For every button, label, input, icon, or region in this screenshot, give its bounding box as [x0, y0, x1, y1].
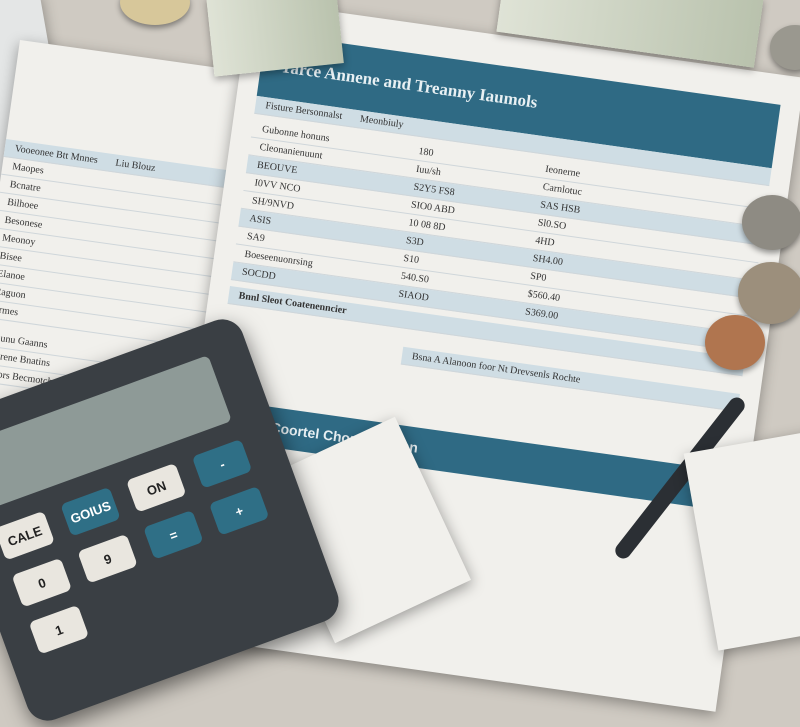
- calculator-key[interactable]: 9: [77, 533, 138, 584]
- header-label: Liu Blouz: [114, 157, 157, 175]
- coin: [120, 0, 190, 25]
- subheader-right: Meonbiuly: [359, 113, 405, 131]
- coin: [742, 195, 800, 250]
- calculator-key[interactable]: ON: [126, 462, 187, 513]
- coin: [738, 262, 800, 324]
- coin: [705, 315, 765, 370]
- calculator-key[interactable]: 1: [28, 604, 90, 655]
- calculator-key[interactable]: -: [191, 438, 253, 489]
- calculator-key[interactable]: GOIUS: [60, 486, 121, 537]
- banknote: [206, 0, 344, 77]
- calculator-key[interactable]: =: [143, 509, 204, 560]
- coin: [770, 25, 800, 70]
- calculator-key[interactable]: +: [208, 485, 270, 536]
- calculator-key[interactable]: 0: [11, 557, 73, 608]
- calculator-key[interactable]: CALE: [0, 510, 55, 561]
